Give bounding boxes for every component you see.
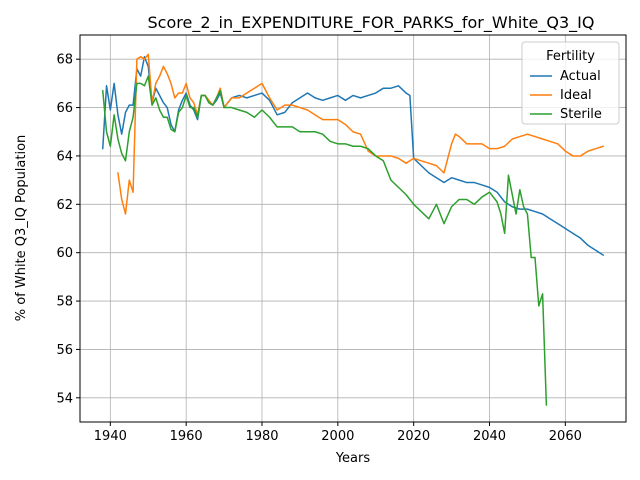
y-tick-label: 56 [56, 343, 73, 358]
legend-box [521, 41, 620, 125]
x-axis-ticks: 1940 1960 1980 2000 2020 2040 2060 [94, 422, 582, 444]
x-tick-label: 1960 [170, 429, 203, 444]
legend-label-sterile: Sterile [560, 107, 602, 122]
x-tick-label: 2020 [397, 429, 430, 444]
y-tick-label: 54 [56, 391, 73, 406]
plot-frame [79, 34, 627, 423]
legend: Fertility Actual Ideal Sterile [521, 41, 620, 125]
series-line-ideal [117, 53, 604, 215]
y-tick-label: 60 [56, 246, 73, 261]
series-line-sterile [102, 75, 548, 406]
y-tick-label: 62 [56, 198, 73, 213]
x-tick-label: 2040 [473, 429, 506, 444]
legend-label-ideal: Ideal [560, 88, 592, 103]
chart-title: Score_2_in_EXPENDITURE_FOR_PARKS_for_Whi… [148, 13, 595, 33]
y-axis-ticks: 54 56 58 60 62 64 66 68 [56, 53, 80, 406]
x-tick-label: 1940 [94, 429, 127, 444]
y-axis-label: % of White Q3_IQ Population [14, 135, 29, 322]
y-tick-label: 58 [56, 295, 73, 310]
x-axis-label: Years [335, 451, 371, 466]
series-lines [102, 53, 604, 406]
y-tick-label: 66 [56, 101, 73, 116]
x-tick-label: 1980 [245, 429, 278, 444]
series-line-actual [102, 56, 604, 256]
y-tick-label: 64 [56, 149, 73, 164]
x-tick-label: 2060 [549, 429, 582, 444]
x-tick-label: 2000 [321, 429, 354, 444]
y-tick-label: 68 [56, 53, 73, 68]
legend-title: Fertility [546, 49, 595, 64]
legend-label-actual: Actual [560, 69, 601, 84]
